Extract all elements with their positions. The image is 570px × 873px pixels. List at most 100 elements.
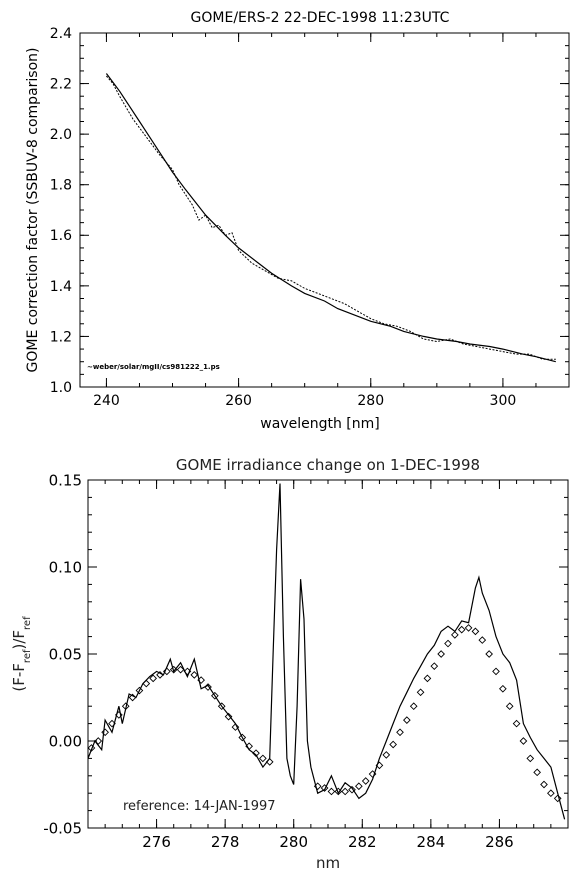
data-point-diamond — [416, 688, 425, 697]
data-point-diamond — [519, 737, 528, 745]
y-tick-label: 1.4 — [50, 279, 72, 295]
data-point-diamond — [499, 684, 507, 693]
data-point-diamond — [375, 761, 384, 770]
bottom-series — [87, 483, 566, 820]
data-point-diamond — [355, 782, 363, 791]
data-point-diamond — [108, 719, 116, 728]
data-point-diamond — [485, 650, 493, 658]
data-point-diamond — [101, 728, 109, 737]
data-point-diamond — [430, 662, 439, 671]
bottom-x-axis-label: nm — [316, 854, 340, 872]
data-point-diamond — [478, 636, 487, 644]
y-label-subscript: ref — [22, 616, 33, 630]
y-tick-label: 2.4 — [50, 26, 72, 42]
data-point-diamond — [313, 782, 322, 791]
data-point-diamond — [403, 716, 411, 724]
data-point-diamond — [382, 751, 391, 759]
x-tick-label: 260 — [225, 393, 252, 409]
bottom-annotation: reference: 14-JAN-1997 — [123, 799, 276, 814]
series-line-dotted — [106, 75, 556, 360]
data-point-diamond — [245, 742, 253, 751]
data-point-diamond — [121, 702, 130, 711]
data-point-diamond — [423, 674, 432, 683]
top-chart-title: GOME/ERS-2 22-DEC-1998 11:23UTC — [191, 10, 450, 26]
data-point-diamond — [190, 671, 199, 679]
data-point-diamond — [128, 693, 137, 702]
y-tick-label: 1.0 — [50, 380, 72, 396]
y-tick-label: 0.10 — [49, 558, 82, 576]
data-point-diamond — [265, 758, 274, 766]
data-point-diamond — [259, 754, 267, 763]
top-x-axis-label: wavelength [nm] — [260, 416, 379, 432]
data-point-diamond — [437, 650, 445, 658]
data-point-diamond — [334, 787, 343, 796]
top-series — [105, 73, 556, 363]
top-ticks: 240 260 280 300 1.0 1.2 1.4 1.6 1.8 2.0 2.2 2.4 — [50, 26, 570, 409]
x-tick-label: 240 — [93, 393, 120, 409]
y-label-subscript: ref — [22, 649, 33, 663]
y-tick-label: 1.6 — [50, 228, 72, 244]
y-label-part: )/F — [10, 630, 28, 650]
data-point-diamond — [163, 667, 171, 676]
top-annotation: ~weber/solar/mgII/cs981222_1.ps — [87, 363, 220, 371]
data-point-diamond — [553, 794, 562, 803]
y-tick-label: -0.05 — [43, 819, 82, 837]
x-tick-label: 284 — [417, 833, 446, 851]
data-point-diamond — [451, 631, 459, 639]
y-tick-label: 0.00 — [49, 732, 82, 750]
data-point-diamond — [176, 665, 185, 674]
data-point-diamond — [217, 702, 226, 711]
data-point-diamond — [197, 676, 205, 684]
series-line-solid — [105, 73, 556, 363]
y-tick-label: 0.05 — [49, 645, 82, 663]
top-plot-frame — [79, 32, 570, 388]
bottom-plot-frame — [87, 479, 569, 829]
data-point-diamond — [396, 728, 404, 737]
y-tick-label: 2.0 — [50, 127, 72, 143]
y-tick-label: 0.15 — [49, 471, 82, 489]
data-point-diamond — [471, 627, 480, 636]
data-point-diamond — [341, 787, 349, 796]
y-tick-label: 1.8 — [50, 178, 72, 194]
data-point-diamond — [156, 671, 164, 679]
data-point-diamond — [231, 723, 240, 731]
bottom-y-axis-label-text: (F-Fref)/Fref — [10, 616, 33, 692]
data-point-diamond — [87, 744, 96, 752]
data-point-diamond — [512, 719, 521, 728]
x-tick-label: 276 — [142, 833, 171, 851]
data-point-diamond — [368, 770, 377, 778]
data-point-diamond — [348, 785, 356, 794]
data-point-diamond — [224, 712, 233, 721]
x-tick-label: 286 — [485, 833, 514, 851]
chart-correction-factor: GOME/ERS-2 22-DEC-1998 11:23UTC 240 260 28… — [25, 10, 570, 432]
y-label-part: (F-F — [10, 663, 28, 692]
data-point-diamond — [169, 665, 178, 674]
data-point-diamond — [183, 667, 192, 676]
data-point-diamond — [533, 768, 541, 777]
data-point-diamond — [115, 711, 123, 719]
data-point-diamond — [142, 679, 151, 688]
y-tick-label: 1.2 — [50, 329, 72, 345]
data-point-diamond — [389, 740, 397, 749]
data-point-diamond — [149, 674, 157, 683]
data-point-diamond — [540, 780, 548, 789]
x-tick-label: 282 — [348, 833, 377, 851]
data-point-diamond — [320, 784, 329, 792]
data-point-diamond — [444, 639, 452, 648]
bottom-y-axis-label: (F-Fref)/Fref — [10, 616, 33, 692]
y-tick-label: 2.2 — [50, 76, 72, 92]
data-point-diamond — [505, 702, 514, 711]
data-point-diamond — [526, 754, 535, 763]
x-tick-label: 280 — [357, 393, 384, 409]
data-point-diamond — [457, 625, 466, 634]
chart-irradiance-change: GOME irradiance change on 1-DEC-1998 276… — [10, 456, 569, 872]
data-point-diamond — [94, 737, 103, 745]
data-point-diamond — [327, 787, 336, 796]
data-point-diamond — [492, 667, 500, 676]
x-tick-label: 300 — [490, 393, 517, 409]
data-point-diamond — [238, 733, 247, 742]
top-y-axis-label: GOME correction factor (SSBUV-8 comparis… — [25, 48, 41, 373]
x-tick-label: 280 — [279, 833, 308, 851]
